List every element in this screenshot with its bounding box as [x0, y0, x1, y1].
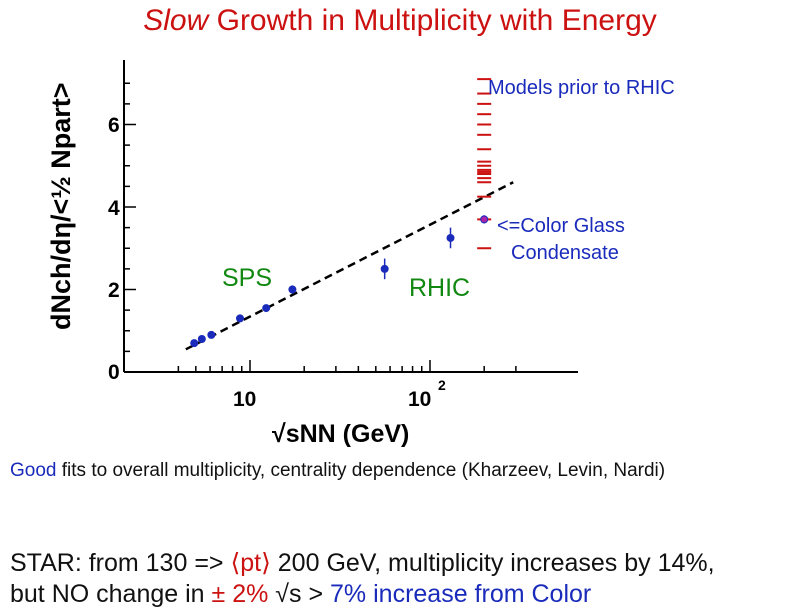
xtick-label-100: 10: [408, 388, 431, 411]
data-point: [262, 304, 271, 313]
data-point: [197, 335, 206, 343]
data-point: [190, 339, 199, 348]
models-group: [477, 78, 492, 250]
fit-line-group: [185, 181, 514, 351]
cgc-marker: [481, 216, 488, 223]
line2-part1: but NO change in: [10, 580, 205, 608]
star-statement-line2: but NO change in ± 2% √s > 7% increase f…: [10, 580, 591, 609]
annotation-sps: SPS: [222, 264, 272, 292]
star-part2: 200 GeV, multiplicity increases by 14%,: [277, 549, 715, 577]
ytick-label-6: 6: [108, 114, 120, 137]
fit-line: [185, 181, 514, 351]
xtick-label-exponent: 2: [438, 377, 446, 393]
title-italic: Slow: [143, 4, 209, 37]
line2-part2: √s >: [275, 580, 324, 608]
annotation-cgc-line2: Condensate: [511, 242, 619, 264]
annotation-models: Models prior to RHIC: [488, 77, 675, 99]
ytick-label-2: 2: [108, 279, 120, 302]
caption: Good fits to overall multiplicity, centr…: [10, 458, 790, 484]
title-rest: Growth in Multiplicity with Energy: [216, 4, 657, 37]
line2-blue: 7% increase from Color: [330, 580, 592, 608]
y-axis-title: dNch/dη/<½ Npart>: [46, 82, 76, 330]
data-point: [380, 264, 389, 273]
annotation-cgc-line1: <=Color Glass: [497, 215, 625, 237]
data-point: [446, 233, 455, 242]
caption-rest: fits to overall multiplicity, centrality…: [56, 460, 666, 481]
page-title: Slow Growth in Multiplicity with Energy: [0, 4, 800, 38]
axis-ticks: [124, 82, 517, 373]
xtick-label-10: 10: [233, 388, 256, 411]
data-points-group: [190, 215, 489, 348]
data-point: [288, 285, 297, 294]
line2-red: ± 2%: [211, 580, 269, 608]
ytick-label-0: 0: [108, 361, 120, 384]
annotation-rhic: RHIC: [409, 274, 470, 302]
x-axis-title: √sNN (GeV): [272, 420, 409, 448]
star-pt: ⟨pt⟩: [230, 549, 271, 577]
chart: 0 2 4 6 10 10 2 dNch/dη/<½ Npart> √sNN (…: [46, 60, 675, 448]
data-point: [236, 314, 245, 323]
star-part1: STAR: from 130 =>: [10, 549, 224, 577]
data-point: [207, 330, 216, 339]
star-statement: STAR: from 130 => ⟨pt⟩ 200 GeV, multipli…: [10, 548, 715, 578]
ytick-label-4: 4: [108, 197, 120, 220]
caption-good: Good: [10, 460, 57, 481]
